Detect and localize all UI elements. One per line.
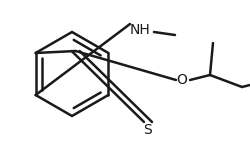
Text: S: S [144, 123, 152, 137]
Text: NH: NH [130, 23, 150, 37]
Text: O: O [176, 73, 188, 87]
